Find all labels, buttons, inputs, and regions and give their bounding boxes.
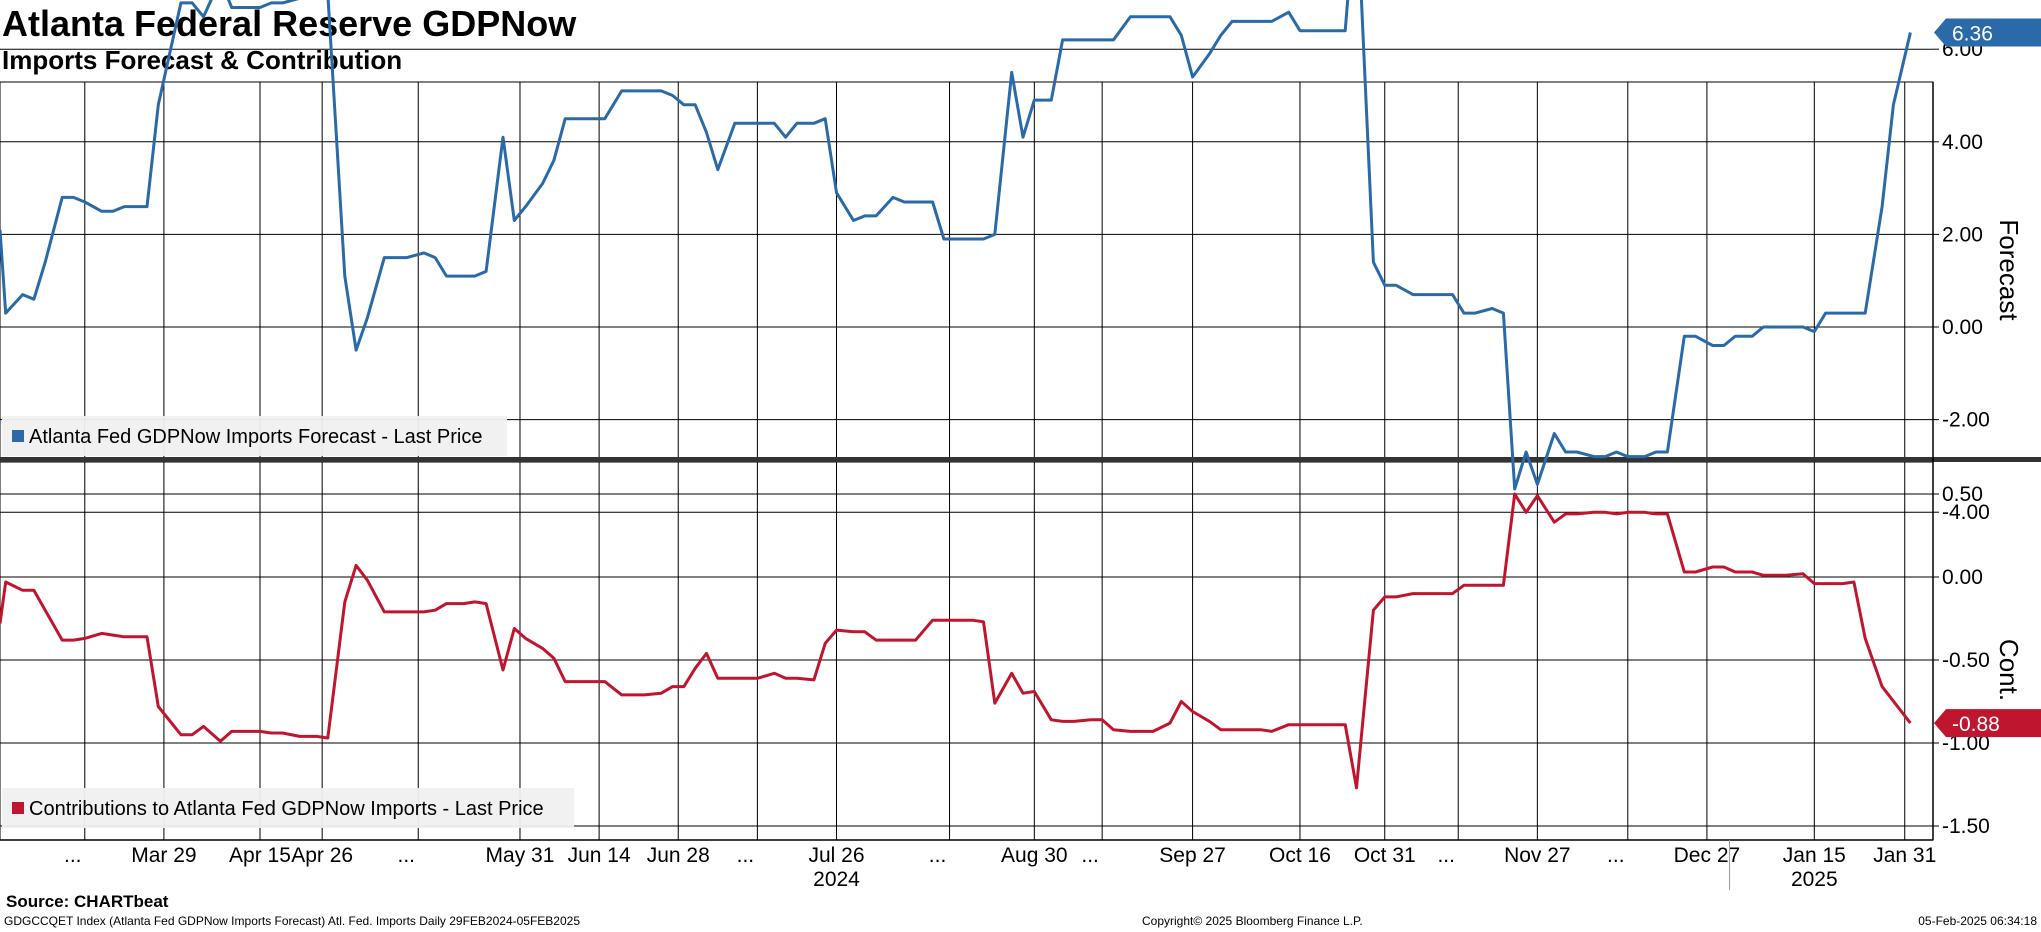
axis-layer: 10.008.006.004.002.000.00-2.00-4.000.500… <box>0 38 2024 891</box>
copyright-text: Copyright© 2025 Bloomberg Finance L.P. <box>1142 914 1363 928</box>
legend-box <box>2 788 574 828</box>
legend-swatch <box>12 430 24 442</box>
legend-0: Atlanta Fed GDPNow Imports Forecast - La… <box>2 416 507 456</box>
legend-swatch <box>12 802 24 814</box>
legend-label: Atlanta Fed GDPNow Imports Forecast - La… <box>29 426 483 448</box>
x-tick-ellipsis: ... <box>1437 844 1455 867</box>
last-value-label: 6.36 <box>1952 23 1993 46</box>
y-tick-label: -4.00 <box>1942 501 1990 524</box>
x-tick-ellipsis: ... <box>1607 844 1625 867</box>
x-year-label: 2025 <box>1791 868 1838 891</box>
x-tick-label: Aug 30 <box>1001 844 1068 867</box>
badge-shape <box>1934 18 2041 47</box>
x-tick-label: Nov 27 <box>1504 844 1571 867</box>
x-tick-label: May 31 <box>486 844 555 867</box>
label-layer: 6.36 -0.88 Atlanta Fed GDPNow Imports Fore… <box>2 18 2041 828</box>
series-line-forecast <box>0 0 1912 491</box>
x-tick-ellipsis: ... <box>397 844 415 867</box>
x-tick-label: Apr 15 <box>229 844 291 867</box>
series-layer <box>0 0 1912 790</box>
y-tick-label: -1.50 <box>1942 815 1990 838</box>
x-tick-label: Oct 16 <box>1269 844 1331 867</box>
badge-shape <box>1934 709 2041 738</box>
x-tick-label: Jun 28 <box>647 844 710 867</box>
panel-divider <box>0 457 2041 462</box>
y-tick-label: 0.00 <box>1942 316 1983 339</box>
legend-1: Contributions to Atlanta Fed GDPNow Impo… <box>2 788 574 828</box>
x-tick-label: Jun 14 <box>568 844 631 867</box>
ticker-info: GDGCCQET Index (Atlanta Fed GDPNow Impor… <box>4 914 580 928</box>
last-value-badge-0: 6.36 <box>1934 18 2041 47</box>
y-axis-title-1: Cont. <box>1994 639 2024 701</box>
y-tick-label: -1.00 <box>1942 732 1990 755</box>
last-value-badge-1: -0.88 <box>1934 709 2041 738</box>
legend-box <box>2 416 507 456</box>
y-tick-label: 0.00 <box>1942 566 1983 589</box>
x-tick-label: Apr 26 <box>291 844 353 867</box>
x-tick-label: Dec 27 <box>1674 844 1741 867</box>
x-tick-ellipsis: ... <box>737 844 755 867</box>
x-tick-ellipsis: ... <box>64 844 82 867</box>
y-tick-label: 0.50 <box>1942 483 1983 506</box>
y-tick-label: 2.00 <box>1942 223 1983 246</box>
x-tick-label: Jan 15 <box>1783 844 1846 867</box>
x-tick-label: Oct 31 <box>1354 844 1416 867</box>
x-year-label: 2024 <box>813 868 860 891</box>
y-tick-label: -0.50 <box>1942 649 1990 672</box>
chart-title: Atlanta Federal Reserve GDPNow <box>2 3 577 44</box>
last-value-label: -0.88 <box>1952 713 2000 736</box>
legend-label: Contributions to Atlanta Fed GDPNow Impo… <box>29 798 544 820</box>
panel-frame-1 <box>0 461 1934 841</box>
x-tick-ellipsis: ... <box>1081 844 1099 867</box>
timestamp: 05-Feb-2025 06:34:18 <box>1918 914 2037 928</box>
chart-subtitle: Imports Forecast & Contribution <box>2 45 403 75</box>
x-tick-label: Jul 26 <box>808 844 864 867</box>
panel-frame-0 <box>0 81 1934 459</box>
y-tick-label: -2.00 <box>1942 409 1990 432</box>
series-line-contribution <box>0 492 1912 790</box>
x-tick-label: Mar 29 <box>131 844 196 867</box>
y-axis-title-0: Forecast <box>1994 219 2024 321</box>
x-tick-ellipsis: ... <box>929 844 947 867</box>
x-tick-label: Jan 31 <box>1873 844 1936 867</box>
y-tick-label: 4.00 <box>1942 131 1983 154</box>
source-label: Source: CHARTbeat <box>6 892 169 911</box>
x-tick-label: Sep 27 <box>1159 844 1226 867</box>
